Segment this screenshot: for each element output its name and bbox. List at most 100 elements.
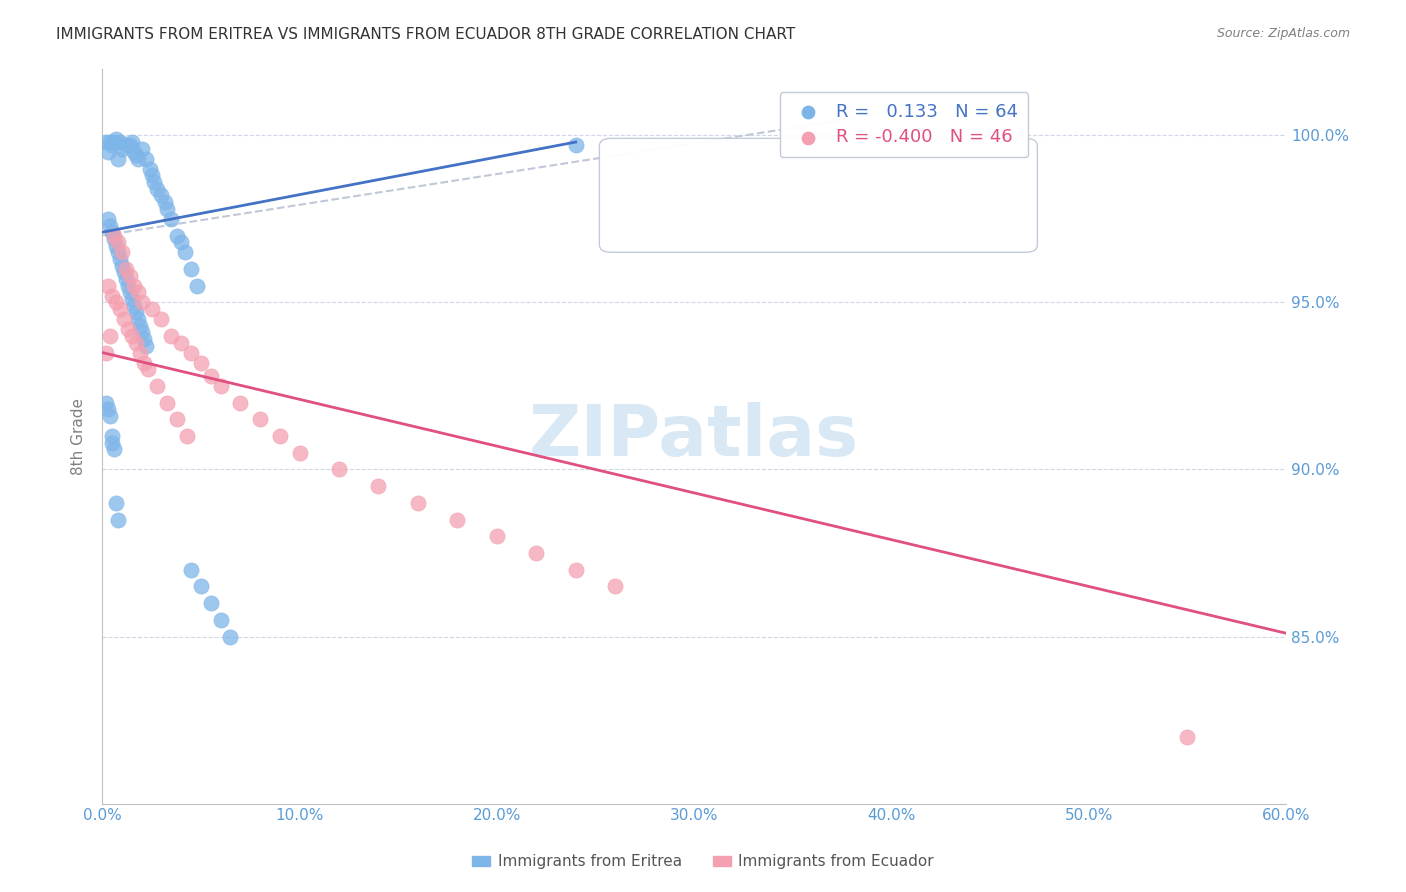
Point xyxy=(131,326,153,340)
Point xyxy=(98,219,121,233)
Point xyxy=(200,368,222,383)
Point xyxy=(180,345,202,359)
Point xyxy=(122,145,145,159)
Point xyxy=(107,245,129,260)
Point xyxy=(98,135,121,149)
Point xyxy=(101,429,124,443)
Point xyxy=(111,142,134,156)
Point xyxy=(141,302,163,317)
Point xyxy=(111,259,134,273)
Point xyxy=(142,175,165,189)
Point xyxy=(200,596,222,610)
Point xyxy=(190,355,212,369)
Point xyxy=(118,138,141,153)
Point xyxy=(107,235,129,250)
Text: IMMIGRANTS FROM ERITREA VS IMMIGRANTS FROM ECUADOR 8TH GRADE CORRELATION CHART: IMMIGRANTS FROM ERITREA VS IMMIGRANTS FR… xyxy=(56,27,796,42)
Point xyxy=(209,379,232,393)
Point xyxy=(485,529,508,543)
Point xyxy=(118,285,141,300)
Point xyxy=(122,299,145,313)
Point xyxy=(174,245,197,260)
Point xyxy=(101,435,124,450)
Point xyxy=(103,228,125,243)
Point xyxy=(135,339,157,353)
Text: Source: ZipAtlas.com: Source: ZipAtlas.com xyxy=(1216,27,1350,40)
Point xyxy=(190,579,212,593)
Point xyxy=(209,613,232,627)
Point xyxy=(105,238,128,252)
Point xyxy=(108,302,131,317)
Point xyxy=(96,345,118,359)
Point xyxy=(127,312,149,326)
Point xyxy=(406,496,429,510)
Point xyxy=(229,395,252,409)
Point xyxy=(150,188,173,202)
Point xyxy=(125,335,148,350)
FancyBboxPatch shape xyxy=(599,138,1038,252)
Point xyxy=(108,252,131,266)
Point xyxy=(117,278,139,293)
Point xyxy=(121,292,143,306)
Point xyxy=(101,289,124,303)
Point xyxy=(111,245,134,260)
Point xyxy=(97,402,120,417)
Legend: Immigrants from Eritrea, Immigrants from Ecuador: Immigrants from Eritrea, Immigrants from… xyxy=(465,848,941,875)
Point xyxy=(103,232,125,246)
Point xyxy=(118,268,141,283)
Point xyxy=(115,262,138,277)
Point xyxy=(367,479,389,493)
Point xyxy=(101,138,124,153)
Point xyxy=(105,131,128,145)
Point xyxy=(150,312,173,326)
Point xyxy=(524,546,547,560)
Point xyxy=(269,429,291,443)
Point xyxy=(112,312,135,326)
Point xyxy=(605,579,627,593)
Point xyxy=(125,305,148,319)
Point xyxy=(180,262,202,277)
Point xyxy=(96,135,118,149)
Point xyxy=(112,265,135,279)
Point xyxy=(127,285,149,300)
Point xyxy=(1175,730,1198,744)
Point xyxy=(170,235,193,250)
Point xyxy=(98,409,121,423)
Point xyxy=(249,412,271,426)
Point xyxy=(180,563,202,577)
Point xyxy=(105,496,128,510)
Point xyxy=(121,328,143,343)
Point xyxy=(219,630,242,644)
Text: ZIPatlas: ZIPatlas xyxy=(529,401,859,471)
Point xyxy=(115,272,138,286)
Point xyxy=(136,362,159,376)
Point xyxy=(132,332,155,346)
Point xyxy=(156,202,179,216)
Point xyxy=(103,442,125,457)
Point xyxy=(166,228,188,243)
Point xyxy=(97,278,120,293)
Point xyxy=(97,145,120,159)
Point xyxy=(132,355,155,369)
Point xyxy=(121,135,143,149)
Point xyxy=(160,328,183,343)
Legend: R =   0.133   N = 64, R = -0.400   N = 46: R = 0.133 N = 64, R = -0.400 N = 46 xyxy=(779,92,1028,157)
Point xyxy=(166,412,188,426)
Y-axis label: 8th Grade: 8th Grade xyxy=(72,398,86,475)
Point xyxy=(141,169,163,183)
Point xyxy=(117,322,139,336)
Point xyxy=(127,152,149,166)
Point xyxy=(97,211,120,226)
Point xyxy=(105,295,128,310)
Point xyxy=(135,152,157,166)
Point xyxy=(146,379,169,393)
Point xyxy=(96,395,118,409)
Point xyxy=(138,161,160,176)
Point xyxy=(564,563,586,577)
Point xyxy=(107,152,129,166)
Point xyxy=(155,195,177,210)
Point xyxy=(170,335,193,350)
Point xyxy=(288,446,311,460)
Point xyxy=(108,135,131,149)
Point xyxy=(122,278,145,293)
Point xyxy=(146,182,169,196)
